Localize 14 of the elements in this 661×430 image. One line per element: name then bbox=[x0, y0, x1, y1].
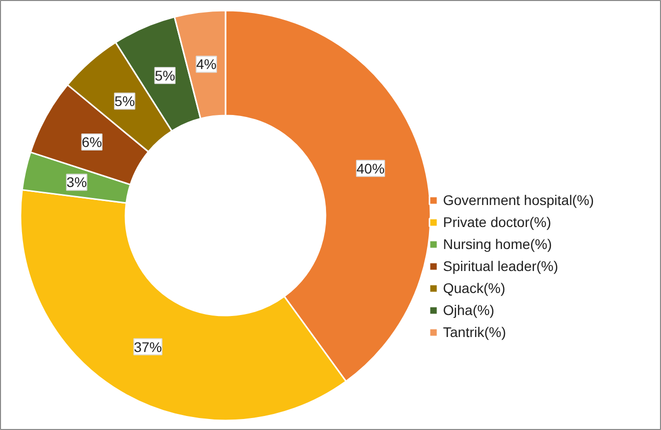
data-label: 6% bbox=[82, 134, 102, 150]
legend-label: Private doctor(%) bbox=[443, 214, 552, 230]
legend-label: Government hospital(%) bbox=[443, 192, 594, 208]
data-label: 3% bbox=[66, 174, 87, 190]
data-label: 37% bbox=[134, 338, 162, 355]
legend-label: Tantrik(%) bbox=[443, 324, 506, 340]
data-label: 5% bbox=[114, 93, 135, 110]
legend-label: Spiritual leader(%) bbox=[443, 258, 558, 274]
legend-label: Ojha(%) bbox=[443, 302, 494, 318]
data-label: 40% bbox=[356, 160, 385, 176]
legend-label: Quack(%) bbox=[443, 280, 506, 296]
data-label: 5% bbox=[154, 68, 176, 84]
legend-label: Nursing home(%) bbox=[443, 236, 552, 252]
data-label: 4% bbox=[196, 56, 217, 72]
